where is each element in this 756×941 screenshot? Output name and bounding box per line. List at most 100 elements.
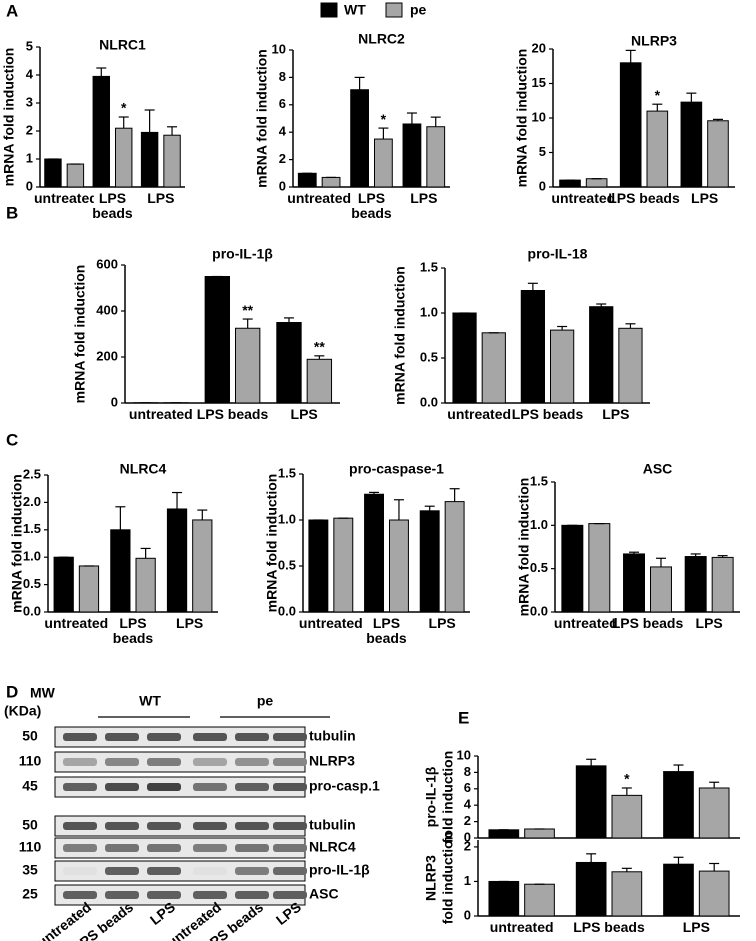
x-tick-label: LPS beads bbox=[611, 616, 684, 631]
y-tick-label: 8 bbox=[464, 764, 471, 779]
x-tick-label: untreated bbox=[551, 191, 616, 206]
blot-band bbox=[235, 867, 269, 875]
blot-band bbox=[235, 891, 269, 899]
x-tick-label-box: untreated bbox=[447, 407, 511, 422]
x-tick-label-box: LPS bbox=[410, 191, 437, 206]
blot-band bbox=[273, 891, 307, 899]
chart-title: pro-IL-18 bbox=[528, 246, 588, 262]
x-tick-label-box: LPS bbox=[602, 407, 630, 422]
y-tick-label: 3 bbox=[26, 94, 33, 109]
y-tick-label: 1.0 bbox=[530, 517, 548, 532]
mw-value: 110 bbox=[19, 753, 42, 769]
y-axis-label: mRNA fold induction bbox=[1, 48, 17, 187]
blot-band bbox=[105, 758, 139, 766]
bar bbox=[663, 771, 694, 839]
bar bbox=[204, 276, 230, 404]
y-axis-label: mRNA fold induction bbox=[254, 49, 270, 188]
x-tick-label-box: LPS beads bbox=[611, 616, 684, 631]
y-tick-label: 0.5 bbox=[530, 560, 548, 575]
x-tick-label: LPS beads bbox=[196, 407, 269, 422]
x-tick-label-box: LPS beads bbox=[92, 191, 133, 221]
x-tick-label: untreated bbox=[489, 920, 554, 935]
blot-band bbox=[193, 733, 227, 741]
bar bbox=[559, 179, 581, 188]
bar bbox=[524, 828, 555, 839]
blot-band bbox=[273, 867, 307, 875]
blot-band bbox=[193, 867, 227, 875]
x-tick-label: LPS bbox=[176, 616, 204, 631]
legend-swatch bbox=[385, 2, 403, 18]
bar bbox=[110, 529, 131, 613]
x-tick-label: untreated bbox=[298, 616, 363, 631]
y-tick-label: 0.0 bbox=[420, 394, 438, 409]
y-tick-label: 1.0 bbox=[278, 511, 296, 526]
chart-title: ASC bbox=[643, 461, 673, 477]
x-tick-label-box: untreated bbox=[551, 191, 616, 206]
bar bbox=[276, 322, 302, 404]
blot-band bbox=[63, 844, 97, 852]
y-tick-label: 4 bbox=[279, 124, 287, 139]
blot-band bbox=[193, 844, 227, 852]
bar bbox=[684, 556, 707, 613]
x-tick-label-box: LPS bbox=[429, 616, 456, 631]
x-tick-label: LPS beads bbox=[573, 920, 645, 935]
blot-band bbox=[193, 822, 227, 830]
blot-band bbox=[105, 891, 139, 899]
blot-band bbox=[63, 783, 97, 791]
x-tick-label-box: LPS beads bbox=[573, 920, 645, 935]
blot-band bbox=[193, 758, 227, 766]
y-tick-label: 1.0 bbox=[23, 549, 41, 564]
y-tick-label: 0 bbox=[464, 829, 471, 844]
blot-band bbox=[273, 844, 307, 852]
bar bbox=[374, 138, 393, 188]
x-tick-label-box: LPS bbox=[696, 616, 723, 631]
blot-band bbox=[105, 867, 139, 875]
x-tick-label: LPS bbox=[602, 407, 630, 422]
y-tick-label: 5 bbox=[26, 38, 33, 53]
blot-band bbox=[235, 844, 269, 852]
row-label: tubulin bbox=[309, 817, 356, 833]
row-label: pro-IL-1β bbox=[309, 862, 370, 878]
y-axis-label: mRNA fold induction bbox=[514, 49, 530, 188]
blot-band bbox=[63, 822, 97, 830]
bar bbox=[53, 556, 74, 613]
bar bbox=[611, 794, 643, 839]
bar bbox=[419, 510, 440, 613]
bar bbox=[333, 517, 354, 613]
bar bbox=[140, 131, 159, 188]
blot-band bbox=[147, 733, 181, 741]
mw-value: 50 bbox=[22, 728, 38, 744]
group-label: pe bbox=[257, 693, 274, 709]
x-tick-label: untreated bbox=[34, 191, 95, 206]
y-tick-label: 1.0 bbox=[420, 304, 438, 319]
y-tick-label: 2.0 bbox=[23, 494, 41, 509]
x-tick-label-box: untreated bbox=[489, 920, 554, 935]
y-tick-label: 1.5 bbox=[23, 521, 41, 536]
y-tick-label: 2 bbox=[26, 122, 33, 137]
bar bbox=[78, 565, 100, 613]
x-tick-label: LPS bbox=[147, 191, 175, 206]
bar bbox=[589, 306, 614, 404]
bar bbox=[66, 163, 85, 188]
y-tick-label: 10 bbox=[532, 109, 546, 124]
x-tick-label: untreated bbox=[287, 191, 352, 206]
x-tick-label: LPS beads bbox=[92, 191, 133, 221]
bar bbox=[92, 75, 110, 188]
bar bbox=[488, 880, 520, 917]
x-tick-label: LPS bbox=[682, 920, 710, 935]
x-tick-label-box: LPS beads bbox=[351, 191, 391, 221]
bar bbox=[575, 861, 607, 917]
mw-value: 45 bbox=[22, 778, 38, 794]
mw-value: 25 bbox=[22, 886, 38, 902]
blot-band bbox=[273, 733, 307, 741]
y-tick-label: 0.5 bbox=[278, 557, 296, 572]
x-tick-label-box: untreated bbox=[44, 616, 108, 631]
y-tick-label: 600 bbox=[96, 256, 118, 271]
x-tick-label-box: LPS beads bbox=[113, 616, 153, 646]
bar bbox=[306, 358, 333, 404]
y-axis-label: pro-IL-1β bbox=[423, 766, 439, 827]
y-tick-label: 6 bbox=[464, 780, 471, 795]
legend-label: pe bbox=[410, 2, 427, 18]
significance-label: * bbox=[624, 771, 630, 787]
